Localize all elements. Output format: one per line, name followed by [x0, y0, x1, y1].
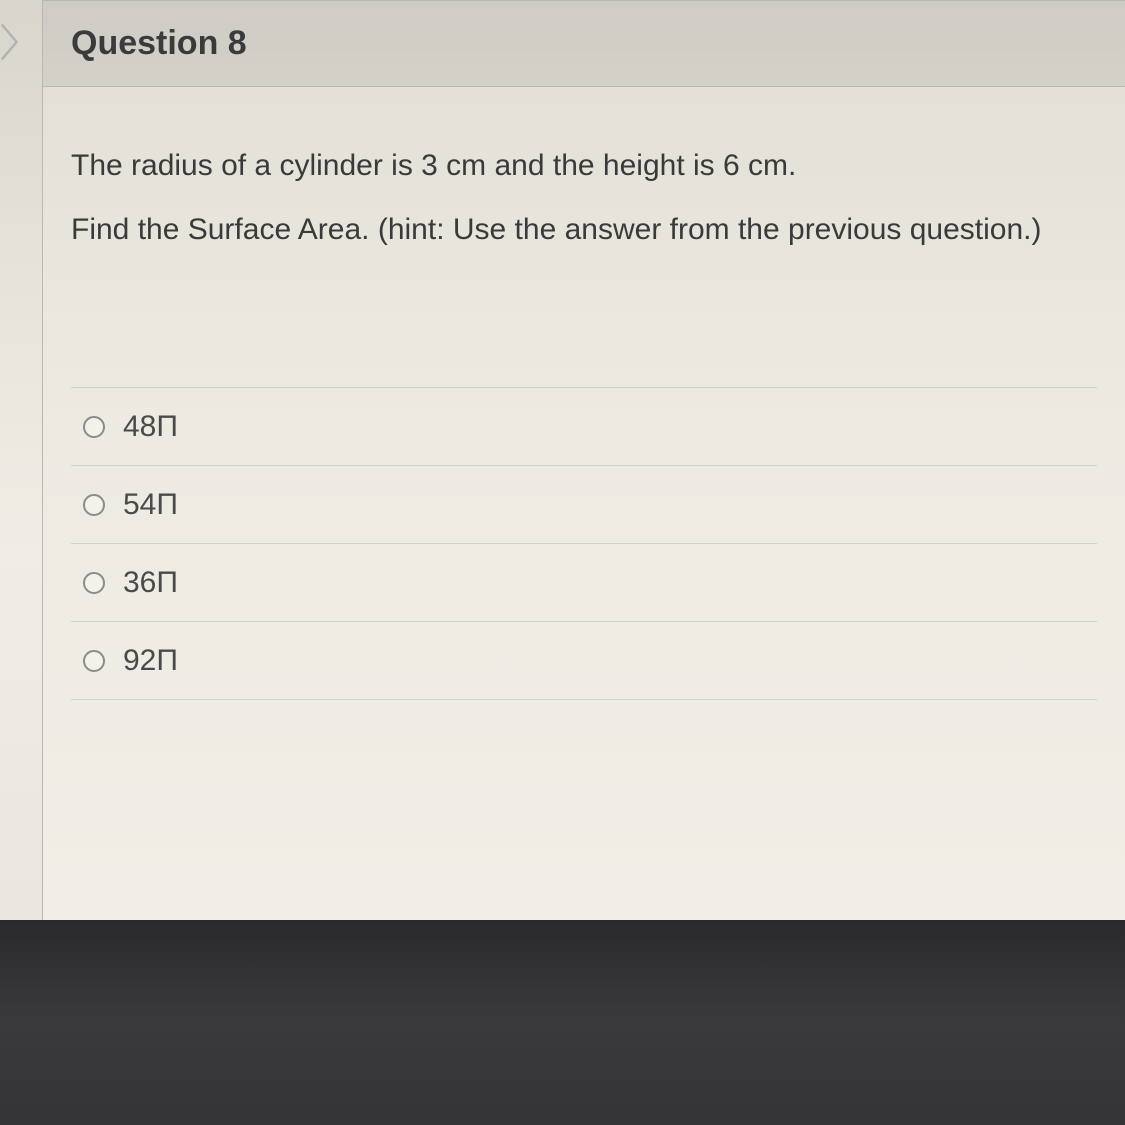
radio-icon[interactable]: [83, 494, 105, 516]
question-text-line-1: The radius of a cylinder is 3 cm and the…: [71, 149, 1097, 183]
quiz-page: Question 8 The radius of a cylinder is 3…: [0, 0, 1125, 920]
bottom-dark-region: [0, 920, 1125, 1125]
option-row[interactable]: 54Π: [71, 466, 1097, 544]
option-label: 54Π: [123, 488, 178, 522]
question-card: Question 8 The radius of a cylinder is 3…: [42, 0, 1125, 920]
radio-icon[interactable]: [83, 650, 105, 672]
prev-chevron-icon[interactable]: [0, 20, 20, 64]
option-label: 48Π: [123, 410, 178, 444]
option-row[interactable]: 36Π: [71, 544, 1097, 622]
question-body: The radius of a cylinder is 3 cm and the…: [43, 87, 1125, 921]
radio-icon[interactable]: [83, 572, 105, 594]
question-text-line-2: Find the Surface Area. (hint: Use the an…: [71, 213, 1097, 247]
option-row[interactable]: 48Π: [71, 388, 1097, 466]
option-label: 36Π: [123, 566, 178, 600]
options-list: 48Π 54Π 36Π 92Π: [71, 387, 1097, 700]
option-label: 92Π: [123, 644, 178, 678]
question-number: Question 8: [71, 24, 247, 63]
option-row[interactable]: 92Π: [71, 622, 1097, 700]
screen: Question 8 The radius of a cylinder is 3…: [0, 0, 1125, 1125]
radio-icon[interactable]: [83, 416, 105, 438]
question-header: Question 8: [43, 1, 1125, 87]
